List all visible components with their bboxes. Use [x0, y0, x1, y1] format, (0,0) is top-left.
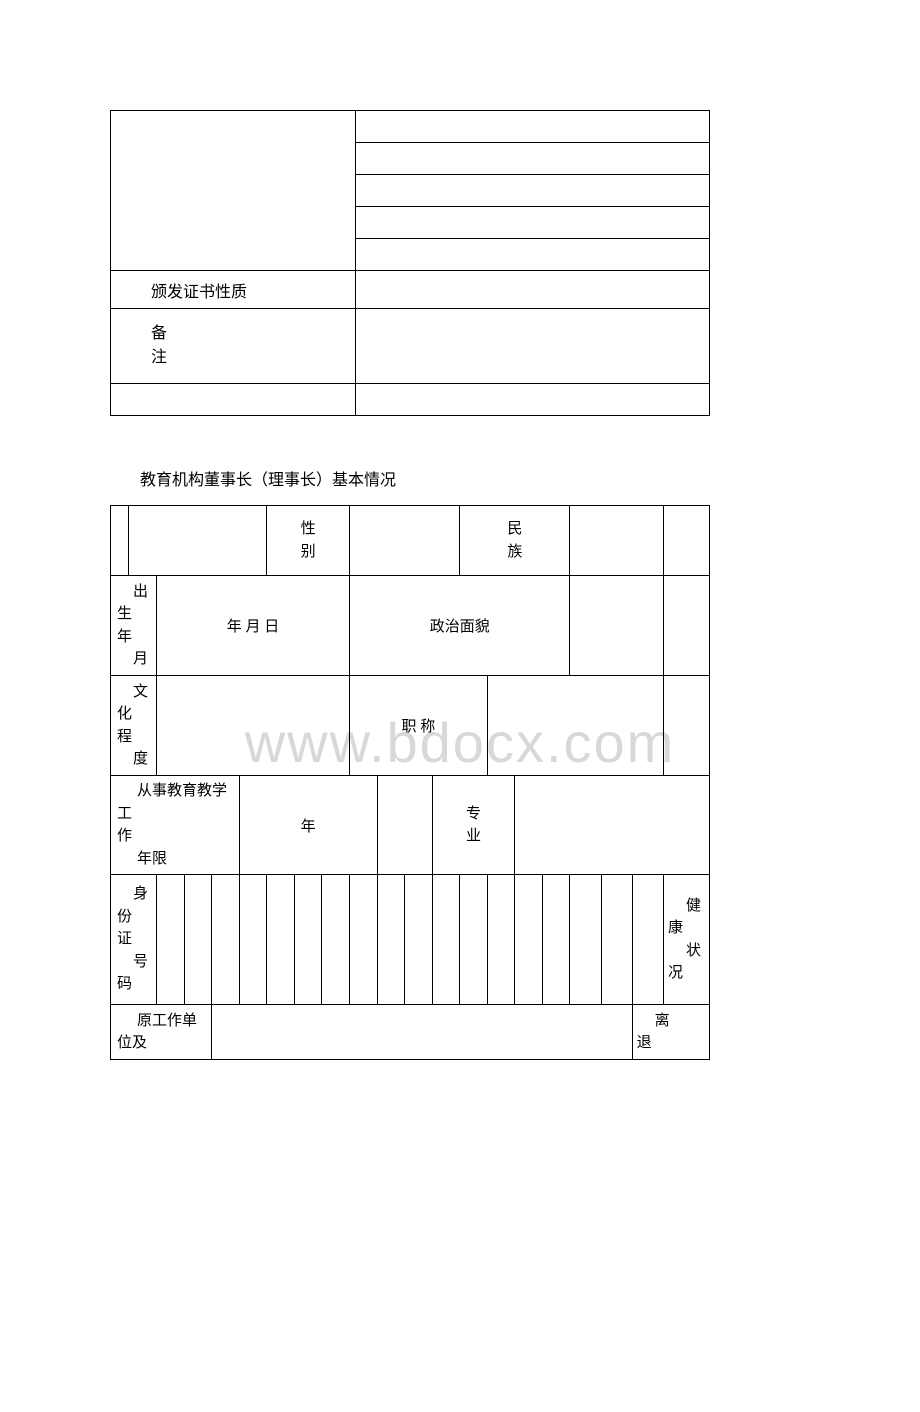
id-digit-2: [184, 875, 212, 1005]
wy-line-2: 作: [117, 828, 132, 844]
section-title: 教育机构董事长（理事长）基本情况: [140, 466, 920, 490]
cell-photo-mid1: [663, 576, 709, 676]
id-digit-10: [405, 875, 433, 1005]
cell-cert-nature-value: [355, 271, 709, 309]
cell-birth-value: 年 月 日: [157, 576, 350, 676]
cell-id-label: 身 份 证 号 码: [111, 875, 157, 1005]
cell-formerwork-value: [212, 1005, 632, 1060]
birth-char-1: 出: [133, 584, 148, 600]
table-director-info: 性 别 民 族 出 生 年 月 年 月 日 政治面貌: [110, 505, 710, 1060]
cell-workyears-value: 年: [239, 776, 377, 875]
id-digit-13: [487, 875, 515, 1005]
cell-title-value: [487, 676, 663, 776]
birth-char-2: 生: [117, 606, 132, 622]
cell-photo-mid2: [663, 676, 709, 776]
hl-char-2: 康: [668, 920, 683, 936]
id-digit-6: [294, 875, 322, 1005]
cell-wy-blank: [377, 776, 432, 875]
hl-char-3: 状: [686, 943, 701, 959]
cell-bottom-left: [111, 384, 356, 416]
wy-line-3: 年限: [137, 851, 167, 867]
birth-char-4: 月: [133, 651, 148, 667]
eth-char-2: 族: [507, 544, 522, 560]
hl-char-4: 况: [668, 965, 683, 981]
gender-char-1: 性: [301, 521, 316, 537]
id-digit-17: [601, 875, 632, 1005]
cell-edu-value: [157, 676, 350, 776]
cell-major-label: 专 业: [432, 776, 515, 875]
cell-r5: [355, 239, 709, 271]
cell-r3: [355, 175, 709, 207]
rt-char-1: 离: [655, 1013, 670, 1029]
cell-formerwork-label: 原工作单 位及: [111, 1005, 212, 1060]
cell-birth-label: 出 生 年 月: [111, 576, 157, 676]
cell-workyears-label: 从事教育教学工 作 年限: [111, 776, 240, 875]
cell-r2: [355, 143, 709, 175]
id-digit-8: [349, 875, 377, 1005]
edu-char-4: 度: [133, 751, 148, 767]
id-digit-12: [460, 875, 488, 1005]
notes-char-2: 注: [151, 349, 167, 366]
table-certificate: 颁发证书性质 备 注: [110, 110, 710, 416]
cell-political-value: [570, 576, 664, 676]
cell-empty-merged: [111, 111, 356, 271]
id-char-1: 身: [133, 886, 148, 902]
cell-name-value: [129, 506, 267, 576]
id-digit-9: [377, 875, 405, 1005]
id-digit-15: [542, 875, 570, 1005]
rt-char-2: 退: [637, 1035, 652, 1051]
id-char-3: 证: [117, 931, 132, 947]
cell-edu-label: 文 化 程 度: [111, 676, 157, 776]
edu-char-2: 化: [117, 706, 132, 722]
fw-line-2: 位及: [117, 1035, 147, 1051]
id-digit-11: [432, 875, 460, 1005]
cell-name-label: [111, 506, 129, 576]
gender-char-2: 别: [301, 544, 316, 560]
cell-political-label: 政治面貌: [349, 576, 570, 676]
cell-title-label: 职 称: [349, 676, 487, 776]
edu-char-1: 文: [133, 684, 148, 700]
cell-gender-value: [349, 506, 459, 576]
cell-health-label: 健 康 状 况: [663, 875, 709, 1005]
cell-gender-label: 性 别: [267, 506, 350, 576]
wy-line-1: 从事教育教学工: [117, 783, 227, 822]
major-char-1: 专: [466, 806, 481, 822]
cell-ethnicity-label: 民 族: [460, 506, 570, 576]
id-char-5: 码: [117, 976, 132, 992]
id-digit-16: [570, 875, 601, 1005]
id-digit-1: [157, 875, 185, 1005]
hl-char-1: 健: [686, 898, 701, 914]
id-digit-5: [267, 875, 295, 1005]
major-char-2: 业: [466, 828, 481, 844]
cell-retire-label: 离 退: [632, 1005, 709, 1060]
notes-char-1: 备: [151, 325, 167, 342]
id-digit-18: [632, 875, 663, 1005]
cell-photo-top: [663, 506, 709, 576]
cell-r1: [355, 111, 709, 143]
document-content: 颁发证书性质 备 注 教育机构董事长（理事长）基本情况 性 别: [0, 110, 920, 1060]
id-char-2: 份: [117, 909, 132, 925]
edu-char-3: 程: [117, 729, 132, 745]
cell-cert-nature-label: 颁发证书性质: [111, 271, 356, 309]
fw-line-1: 原工作单: [137, 1013, 197, 1029]
id-char-4: 号: [133, 954, 148, 970]
cell-r4: [355, 207, 709, 239]
eth-char-1: 民: [507, 521, 522, 537]
cell-ethnicity-value: [570, 506, 664, 576]
id-digit-4: [239, 875, 267, 1005]
birth-char-3: 年: [117, 629, 132, 645]
cell-bottom-right: [355, 384, 709, 416]
id-digit-3: [212, 875, 240, 1005]
cell-major-value: [515, 776, 710, 875]
cell-notes-label: 备 注: [111, 309, 356, 384]
id-digit-7: [322, 875, 350, 1005]
id-digit-14: [515, 875, 543, 1005]
cell-notes-value: [355, 309, 709, 384]
